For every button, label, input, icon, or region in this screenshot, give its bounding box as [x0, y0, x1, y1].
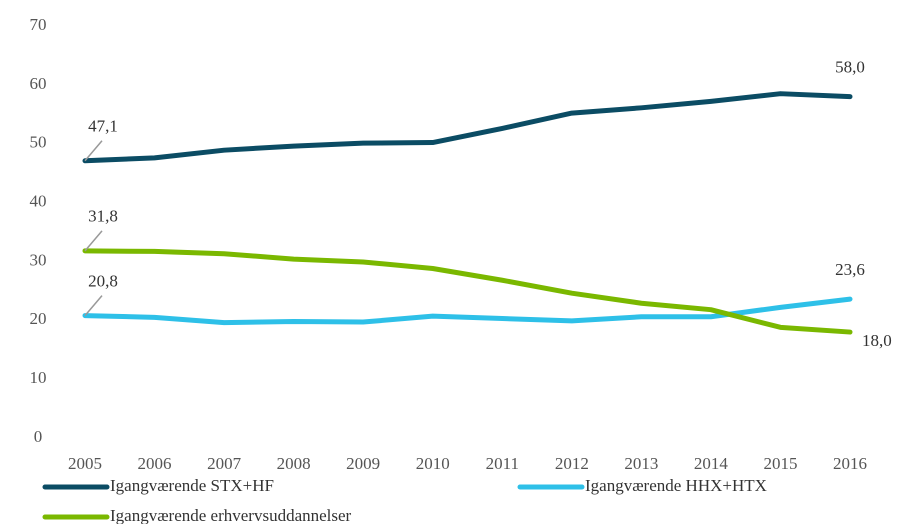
- leader-line: [84, 230, 103, 252]
- x-tick-label: 2010: [416, 454, 450, 473]
- y-tick-label: 0: [34, 427, 43, 446]
- data-label: 31,8: [88, 207, 118, 226]
- x-tick-label: 2016: [833, 454, 867, 473]
- y-tick-label: 50: [30, 133, 47, 152]
- y-tick-label: 60: [30, 74, 47, 93]
- data-label: 18,0: [862, 331, 892, 350]
- y-tick-label: 30: [30, 250, 47, 269]
- x-tick-label: 2012: [555, 454, 589, 473]
- data-label: 23,6: [835, 260, 865, 279]
- y-tick-label: 40: [30, 191, 47, 210]
- x-tick-label: 2014: [694, 454, 729, 473]
- x-tick-label: 2008: [277, 454, 311, 473]
- data-label: 58,0: [835, 58, 865, 77]
- series-line: [82, 296, 853, 326]
- y-tick-label: 10: [30, 368, 47, 387]
- x-tick-label: 2011: [486, 454, 519, 473]
- data-label: 47,1: [88, 117, 118, 136]
- legend-label: Igangværende erhvervsuddannelser: [110, 506, 352, 524]
- x-tick-label: 2013: [624, 454, 658, 473]
- leader-line: [84, 295, 103, 317]
- legend-label: Igangværende HHX+HTX: [585, 476, 767, 495]
- y-tick-label: 20: [30, 309, 47, 328]
- legend-label: Igangværende STX+HF: [110, 476, 274, 495]
- x-tick-label: 2015: [763, 454, 797, 473]
- series-line: [82, 248, 853, 335]
- x-tick-label: 2005: [68, 454, 102, 473]
- x-tick-label: 2009: [346, 454, 380, 473]
- series-line: [82, 91, 853, 164]
- leader-line: [84, 140, 103, 162]
- data-label: 20,8: [88, 271, 118, 290]
- x-tick-label: 2007: [207, 454, 242, 473]
- y-tick-label: 70: [30, 15, 47, 34]
- x-tick-label: 2006: [138, 454, 172, 473]
